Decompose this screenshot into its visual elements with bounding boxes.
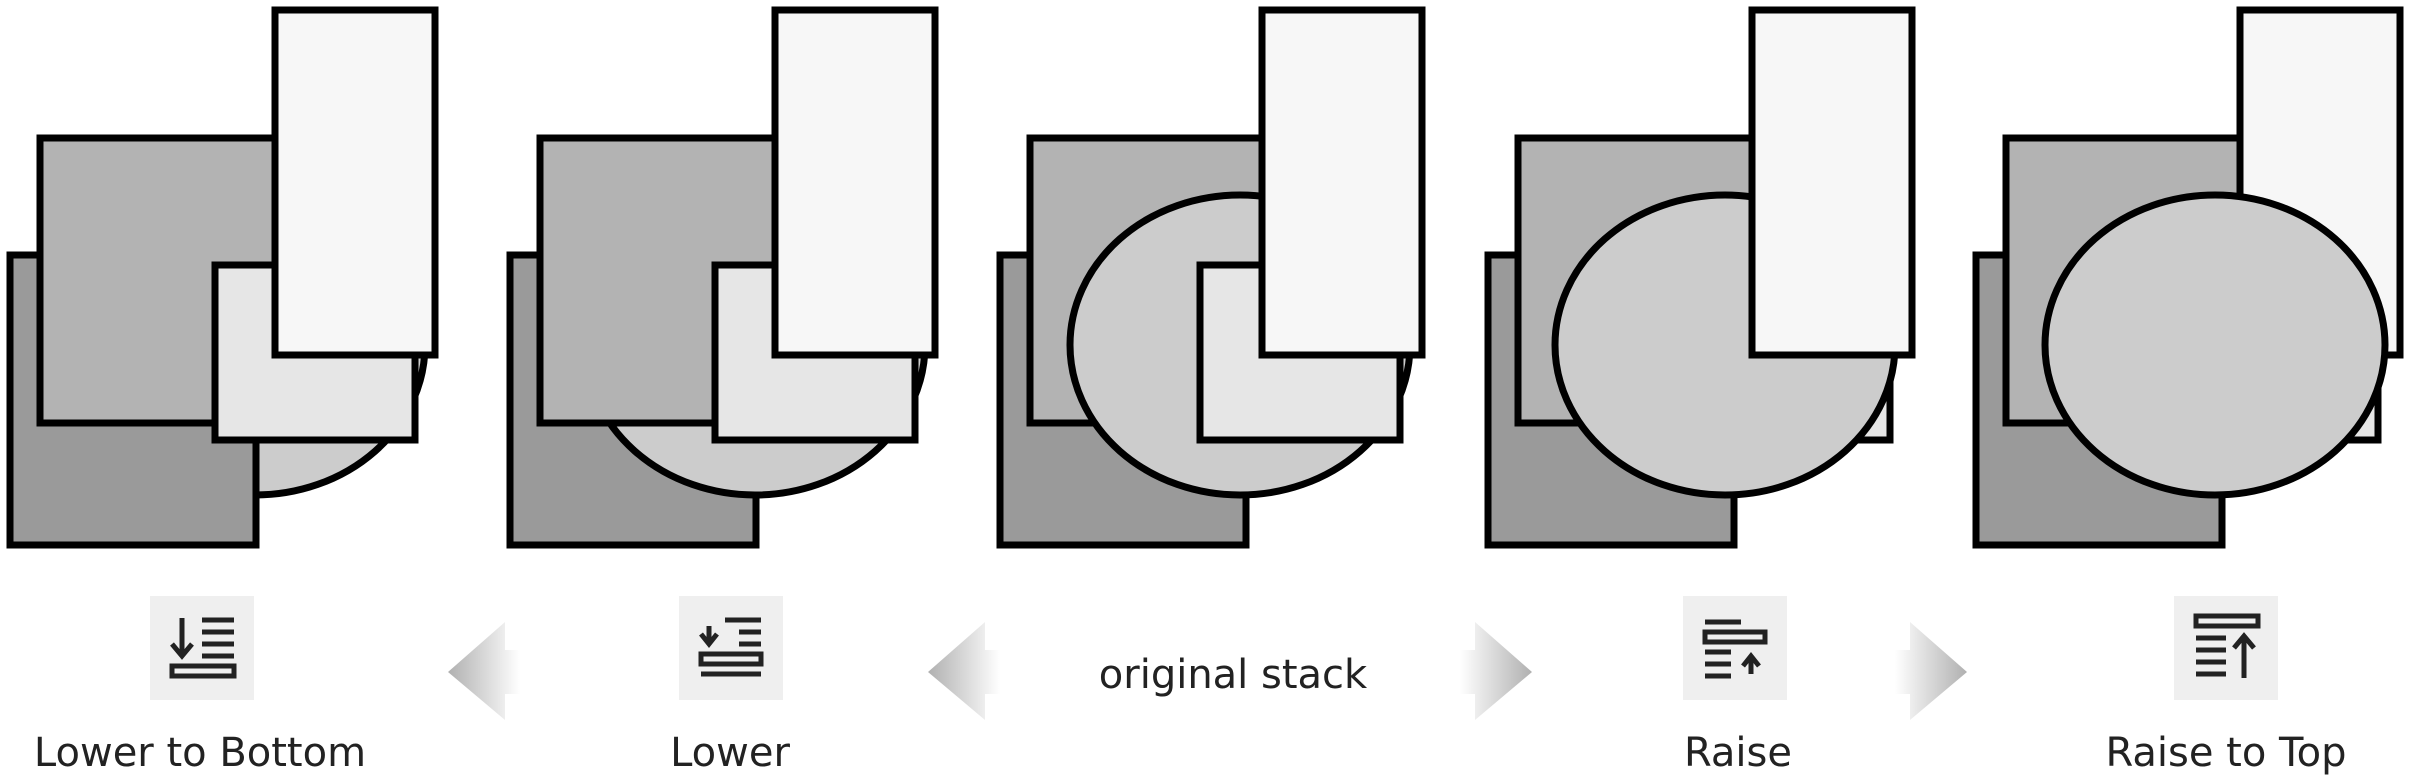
tall-rect xyxy=(271,6,439,359)
label-raise: Raise xyxy=(1684,730,1792,776)
arrow-right-icon xyxy=(1460,622,1532,720)
label-lower-to-bottom: Lower to Bottom xyxy=(34,730,366,776)
lower-to-bottom-icon[interactable] xyxy=(150,596,254,700)
panel-original xyxy=(996,6,1426,549)
raise-icon[interactable] xyxy=(1683,596,1787,700)
arrow-left-icon xyxy=(928,622,1000,720)
label-lower: Lower xyxy=(670,730,790,776)
panel-raise-to-top xyxy=(1972,6,2404,549)
ellipse-shape xyxy=(2041,191,2389,499)
panel-raise xyxy=(1484,6,1916,549)
arrow-right-icon xyxy=(1895,622,1967,720)
tall-rect xyxy=(1748,6,1916,359)
arrow-left-icon xyxy=(448,622,520,720)
tall-rect xyxy=(771,6,939,359)
label-raise-to-top: Raise to Top xyxy=(2105,730,2346,776)
raise-to-top-icon[interactable] xyxy=(2174,596,2278,700)
tall-rect xyxy=(1258,6,1426,359)
lower-icon[interactable] xyxy=(679,596,783,700)
panel-lower-to-bottom xyxy=(6,6,439,549)
panel-lower xyxy=(506,6,939,549)
label-original-stack: original stack xyxy=(1099,652,1368,698)
